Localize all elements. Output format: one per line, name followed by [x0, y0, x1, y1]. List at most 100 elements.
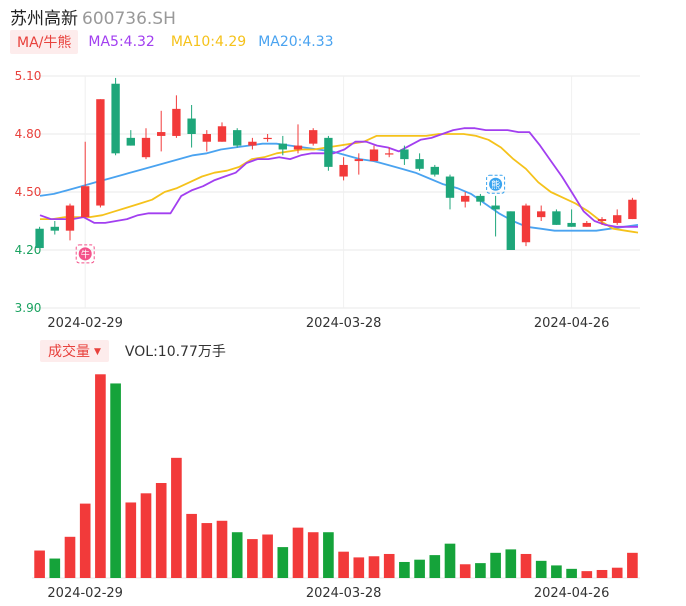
candle-body [65, 205, 75, 231]
volume-bar [627, 552, 638, 578]
candle-body [126, 137, 135, 146]
candle-body [506, 211, 515, 250]
volume-indicator-selector[interactable]: 成交量 ▼ [40, 340, 109, 362]
ma20-line [39, 142, 639, 232]
candle-body [35, 228, 44, 249]
ma-legend: MA/牛熊 MA5:4.32 MA10:4.29 MA20:4.33 [10, 30, 334, 54]
candle-body [415, 159, 424, 169]
volume-value: VOL:10.77万手 [124, 344, 226, 360]
volume-bar [171, 457, 182, 578]
bull-signal-badge: 牛 [75, 244, 95, 264]
volume-bar [125, 502, 137, 578]
volume-bar [429, 555, 441, 578]
bear-signal-badge: 熊 [486, 174, 506, 194]
candle-body [293, 145, 303, 150]
candle-body [172, 108, 181, 136]
volume-bar [535, 560, 547, 578]
volume-bar [155, 483, 167, 578]
volume-bar [231, 532, 243, 578]
x-tick-label: 2024-03-28 [306, 316, 382, 331]
x-tick-label: 2024-04-26 [534, 316, 610, 331]
volume-bar [49, 558, 61, 578]
volume-bar [186, 513, 197, 578]
candle-body [537, 211, 546, 218]
volume-bar [64, 536, 76, 578]
candle-body [430, 166, 439, 175]
y-tick-label: 4.50 [15, 185, 42, 199]
volume-bar [596, 569, 608, 578]
volume-bar [79, 503, 91, 578]
candle-body [309, 130, 318, 144]
volume-bar [551, 565, 562, 578]
volume-bar [262, 534, 273, 578]
volume-bar [307, 532, 319, 578]
x-tick-label: 2024-02-29 [47, 316, 123, 331]
volume-bar [414, 559, 425, 578]
bull-signal-badge-label: 牛 [81, 248, 90, 260]
candle-body [385, 153, 394, 155]
volume-bar [338, 551, 349, 578]
candle-body [339, 164, 348, 177]
candle-body [263, 137, 272, 140]
ma-indicator-selector[interactable]: MA/牛熊 [10, 30, 79, 54]
candle-body [445, 176, 455, 198]
volume-bar [505, 549, 517, 578]
candle-body [217, 126, 227, 142]
candle-body [491, 205, 500, 210]
volume-bar [277, 547, 289, 578]
volume-bar [110, 383, 121, 578]
candle-body [111, 83, 120, 154]
candle-body [96, 99, 105, 206]
ma10-value: MA10:4.29 [170, 34, 247, 50]
volume-bar [201, 523, 213, 578]
volume-bar [353, 557, 365, 578]
candle-body [400, 149, 409, 160]
candle-body [354, 159, 363, 162]
y-tick-label: 4.20 [15, 243, 42, 257]
volume-bar [566, 568, 577, 578]
candle-body [582, 222, 591, 227]
volume-bar [368, 556, 380, 578]
candle-body [50, 226, 59, 231]
candle-body [369, 149, 379, 162]
volume-tag-label: 成交量 [48, 344, 90, 360]
volume-bar [399, 561, 410, 578]
volume-bar [323, 532, 334, 578]
ma10-line [40, 133, 639, 234]
volume-bar [247, 539, 258, 578]
volume-legend: 成交量 ▼ VOL:10.77万手 [40, 340, 226, 362]
volume-bar [140, 493, 152, 578]
candle-body [476, 195, 485, 202]
volume-bar [459, 564, 471, 578]
candle-body [461, 195, 470, 202]
bear-signal-badge-label: 熊 [491, 179, 500, 191]
candle-body [248, 141, 257, 146]
volume-bar [475, 563, 486, 578]
candle-body [628, 199, 637, 220]
y-tick-label: 3.90 [15, 301, 42, 315]
candle-body [202, 134, 211, 142]
candle-body [521, 205, 531, 243]
stock-code: 600736.SH [82, 9, 176, 29]
x-tick-label: 2024-03-28 [306, 586, 382, 601]
caret-down-icon: ▼ [94, 347, 101, 357]
volume-bar [383, 553, 395, 578]
candle-body [278, 143, 287, 150]
volume-bar [95, 374, 106, 578]
candle-body [157, 132, 166, 136]
candle-body [141, 137, 151, 158]
stock-title: 苏州高新 600736.SH [10, 4, 176, 29]
candle-body [613, 215, 622, 223]
volume-bar [216, 520, 228, 578]
stock-name: 苏州高新 [10, 9, 78, 29]
volume-bar [581, 571, 593, 578]
ma5-line [39, 127, 638, 228]
bear-signal-badge-dot [489, 177, 503, 191]
candle-body [187, 118, 196, 134]
y-tick-label: 5.10 [15, 69, 42, 83]
x-tick-label: 2024-04-26 [534, 586, 610, 601]
volume-bar [611, 567, 623, 578]
candle-body [233, 130, 242, 146]
candle-body [324, 137, 333, 167]
